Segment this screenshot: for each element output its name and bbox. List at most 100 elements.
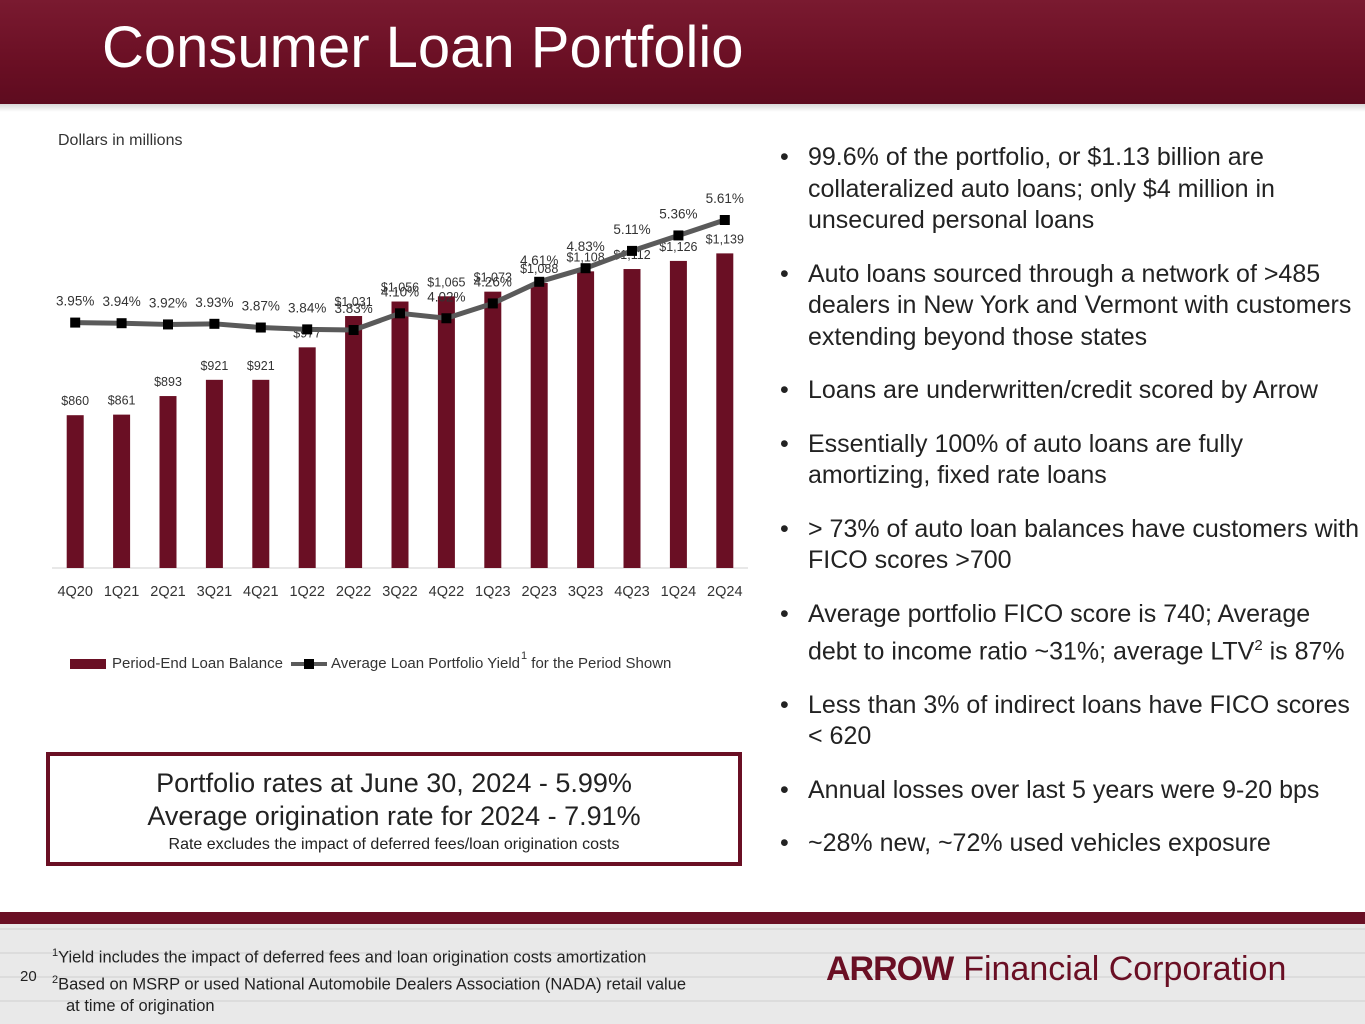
bullet-item: Auto loans sourced through a network of … bbox=[780, 259, 1360, 354]
bar-data-label: $861 bbox=[108, 394, 136, 408]
legend-line-swatch bbox=[290, 658, 327, 670]
footnotes: 1Yield includes the impact of deferred f… bbox=[52, 942, 686, 1017]
logo-company-name: Financial Corporation bbox=[963, 950, 1287, 988]
page-number: 20 bbox=[20, 968, 37, 985]
logo-mark: ARROW bbox=[826, 950, 954, 988]
yield-data-label: 3.93% bbox=[195, 295, 233, 310]
yield-point bbox=[673, 230, 684, 241]
bar bbox=[252, 379, 270, 568]
bullet-superscript: 2 bbox=[1254, 637, 1263, 654]
bar bbox=[391, 301, 409, 568]
legend-bar-label: Period-End Loan Balance bbox=[112, 655, 283, 672]
bar-data-label: $1,088 bbox=[520, 262, 558, 276]
footer-divider bbox=[0, 912, 1365, 924]
bar bbox=[205, 379, 223, 568]
x-tick-label: 4Q20 bbox=[57, 584, 92, 600]
bullet-item: Average portfolio FICO score is 740; Ave… bbox=[780, 599, 1360, 668]
bar-data-label: $1,065 bbox=[427, 275, 465, 289]
yield-data-label: 3.87% bbox=[242, 299, 280, 314]
yield-data-label: 5.61% bbox=[706, 191, 744, 206]
yield-point bbox=[116, 318, 127, 329]
footnote-2: 2Based on MSRP or used National Automobi… bbox=[52, 969, 686, 996]
bar bbox=[716, 253, 734, 568]
rate-note: Rate excludes the impact of deferred fee… bbox=[168, 836, 620, 853]
bullet-item: Annual losses over last 5 years were 9-2… bbox=[780, 775, 1360, 807]
bullet-item: Less than 3% of indirect loans have FICO… bbox=[780, 690, 1360, 753]
x-tick-label: 4Q22 bbox=[429, 584, 464, 600]
x-tick-label: 2Q24 bbox=[707, 584, 742, 600]
bar-data-label: $1,056 bbox=[381, 281, 419, 295]
bar-data-label: $1,126 bbox=[659, 240, 697, 254]
yield-point bbox=[302, 324, 313, 335]
x-tick-label: 4Q23 bbox=[614, 584, 649, 600]
bar bbox=[577, 271, 595, 568]
legend-line-label-suffix: for the Period Shown bbox=[531, 655, 672, 672]
chart-legend: Period-End Loan Balance Average Loan Por… bbox=[70, 650, 672, 672]
bullet-text: is 87% bbox=[1262, 637, 1345, 666]
bar bbox=[484, 291, 502, 568]
x-tick-label: 1Q21 bbox=[104, 584, 139, 600]
yield-point bbox=[395, 308, 405, 319]
yield-data-label: 5.11% bbox=[613, 222, 650, 237]
x-tick-label: 4Q21 bbox=[243, 584, 278, 600]
yield-point bbox=[441, 313, 452, 324]
header-shadow bbox=[0, 104, 1365, 112]
yield-data-label: 4.83% bbox=[566, 239, 604, 254]
footnote-2-continued: at time of origination bbox=[66, 997, 215, 1015]
portfolio-rates-box: Portfolio rates at June 30, 2024 - 5.99%… bbox=[46, 752, 742, 866]
yield-data-label: 3.83% bbox=[334, 301, 372, 316]
chart-units-note: Dollars in millions bbox=[58, 132, 183, 149]
bar bbox=[298, 347, 316, 568]
bar-data-label: $893 bbox=[154, 375, 182, 389]
bar-data-label: $921 bbox=[247, 359, 275, 373]
yield-point bbox=[719, 215, 730, 225]
bullet-item: Essentially 100% of auto loans are fully… bbox=[780, 429, 1360, 492]
bar-data-label: $1,139 bbox=[706, 232, 744, 246]
bar bbox=[66, 415, 84, 568]
x-tick-label: 3Q23 bbox=[568, 584, 603, 600]
footnote-1-text: Yield includes the impact of deferred fe… bbox=[58, 948, 647, 967]
yield-data-label: 4.02% bbox=[427, 289, 465, 304]
yield-point bbox=[70, 317, 81, 328]
key-points-list: 99.6% of the portfolio, or $1.13 billion… bbox=[780, 142, 1360, 882]
x-tick-label: 3Q22 bbox=[382, 584, 417, 600]
bar bbox=[623, 269, 641, 568]
legend-line-label: Average Loan Portfolio Yield bbox=[330, 655, 520, 672]
footnote-1-marker: 1 bbox=[52, 947, 59, 959]
bar bbox=[530, 282, 548, 568]
portfolio-rate-line: Portfolio rates at June 30, 2024 - 5.99% bbox=[156, 768, 632, 798]
yield-point bbox=[163, 319, 173, 330]
page-title: Consumer Loan Portfolio bbox=[102, 15, 744, 80]
yield-point bbox=[487, 298, 498, 309]
footnote-2-marker: 2 bbox=[52, 973, 59, 986]
bar-data-label: $860 bbox=[61, 394, 89, 408]
loan-portfolio-chart: $860 4Q20 $861 1Q21 $893 2Q21 $921 3Q21 $921 4Q21… bbox=[52, 191, 748, 600]
yield-data-label: 4.26% bbox=[474, 274, 512, 289]
footnote-2-text: Based on MSRP or used National Automobil… bbox=[58, 975, 687, 993]
bar bbox=[437, 296, 455, 568]
x-tick-label: 1Q23 bbox=[475, 584, 510, 600]
bullet-item: ~28% new, ~72% used vehicles exposure bbox=[780, 828, 1360, 860]
bullet-item: > 73% of auto loan balances have custome… bbox=[780, 514, 1360, 577]
bar bbox=[345, 316, 363, 568]
bar bbox=[113, 414, 131, 568]
bar-data-label: $921 bbox=[200, 359, 228, 373]
header-band bbox=[0, 0, 1365, 104]
yield-point bbox=[255, 322, 266, 333]
yield-data-label: 4.61% bbox=[520, 253, 558, 268]
yield-data-label: 3.95% bbox=[56, 294, 94, 309]
x-tick-label: 1Q22 bbox=[289, 584, 324, 600]
yield-point bbox=[209, 318, 220, 329]
yield-data-label: 3.94% bbox=[102, 294, 140, 309]
bullet-item: 99.6% of the portfolio, or $1.13 billion… bbox=[780, 142, 1360, 237]
x-tick-label: 2Q21 bbox=[150, 584, 185, 600]
yield-point bbox=[348, 325, 359, 335]
yield-point bbox=[534, 276, 545, 287]
bar-data-label: $1,108 bbox=[566, 250, 604, 264]
yield-data-label: 3.84% bbox=[288, 300, 326, 315]
bullet-text: Average portfolio FICO score is 740; Ave… bbox=[808, 599, 1311, 666]
bar bbox=[159, 396, 177, 568]
bar bbox=[669, 260, 687, 568]
origination-rate-line: Average origination rate for 2024 - 7.91… bbox=[147, 801, 641, 831]
bar-data-label: $1,073 bbox=[474, 271, 512, 285]
